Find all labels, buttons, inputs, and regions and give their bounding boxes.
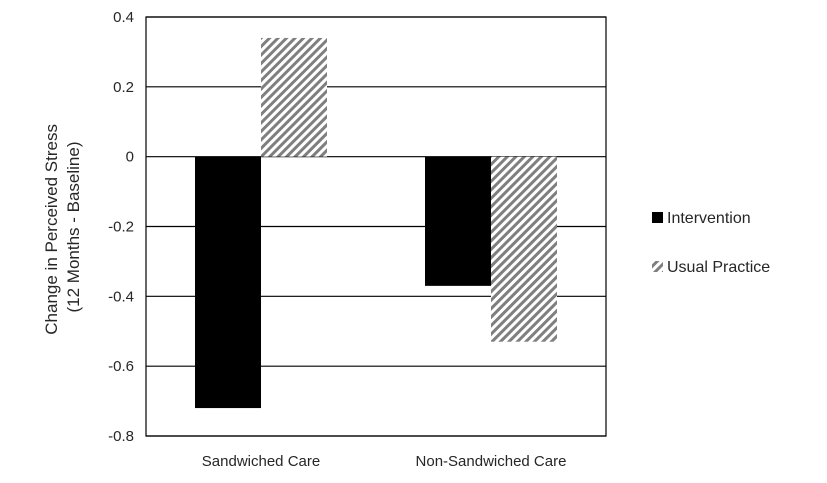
bar-usual-practice-sandwiched-care (261, 37, 327, 157)
y-axis-ticks: 0.4 0.2 0 -0.2 -0.4 -0.6 -0.8 (108, 9, 134, 445)
y-axis-title-line-2: (12 Months - Baseline) (64, 141, 83, 312)
y-tick-label: -0.8 (108, 428, 134, 445)
y-tick-label: -0.2 (108, 219, 134, 236)
y-tick-label: 0.2 (113, 79, 134, 96)
bar-intervention-non-sandwiched-care (425, 156, 491, 286)
bars (195, 37, 557, 409)
y-axis-title-line-1: Change in Perceived Stress (42, 124, 61, 335)
legend-label-usual-practice: Usual Practice (667, 259, 770, 276)
y-tick-label: 0 (126, 149, 134, 166)
legend-swatch-usual-practice (652, 261, 663, 272)
y-axis-title: Change in Perceived Stress (12 Months - … (42, 119, 83, 334)
x-category-label: Non-Sandwiched Care (416, 453, 567, 470)
bar-usual-practice-non-sandwiched-care (491, 156, 557, 342)
x-category-label: Sandwiched Care (202, 453, 320, 470)
y-tick-label: -0.6 (108, 358, 134, 375)
legend: Intervention Usual Practice (652, 210, 770, 276)
plot-frame (145, 16, 607, 437)
x-axis-categories: Sandwiched Care Non-Sandwiched Care (202, 453, 567, 470)
bar-intervention-sandwiched-care (195, 156, 261, 409)
y-tick-label: 0.4 (113, 9, 134, 26)
y-tick-label: -0.4 (108, 288, 134, 305)
legend-swatch-intervention (652, 212, 663, 223)
legend-label-intervention: Intervention (667, 210, 751, 227)
plot-border (145, 16, 607, 437)
